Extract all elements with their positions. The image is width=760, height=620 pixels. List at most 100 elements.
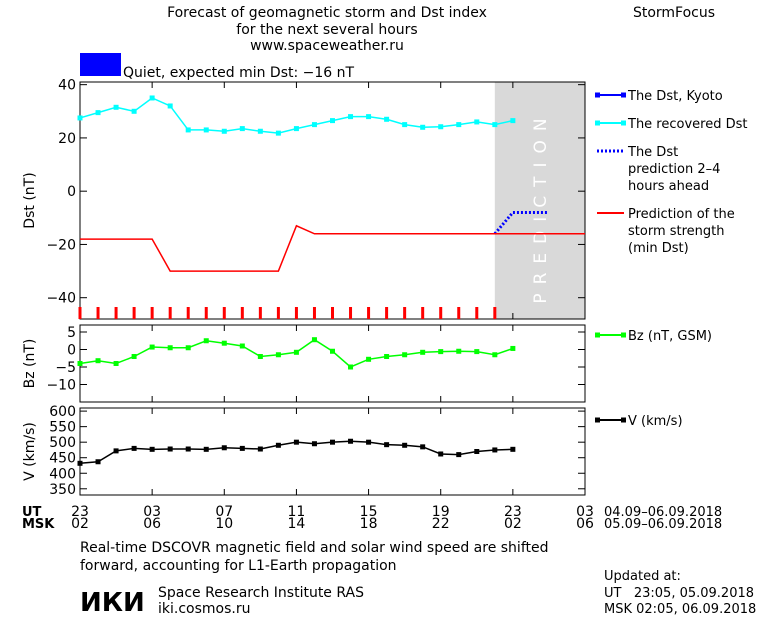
legend-entry: Bz (nT, GSM) bbox=[595, 329, 712, 344]
data-point bbox=[167, 103, 173, 109]
data-point bbox=[113, 361, 119, 366]
panel-2: 5 0−5 −10 Bz (nT) Bz (nT, GSM) bbox=[22, 324, 712, 403]
data-point bbox=[402, 122, 408, 128]
legend-label: V (km/s) bbox=[628, 414, 683, 429]
msk-range: 05.09–06.09.2018 bbox=[604, 517, 722, 532]
legend-marker bbox=[621, 417, 626, 423]
data-point bbox=[131, 445, 137, 451]
series-1 bbox=[77, 438, 516, 466]
panel-frame bbox=[79, 324, 586, 403]
data-point bbox=[113, 104, 119, 110]
msk-tick-label: 22 bbox=[432, 516, 450, 532]
title-line-1: Forecast of geomagnetic storm and Dst in… bbox=[167, 5, 487, 21]
msk-tick-label: 14 bbox=[288, 516, 306, 532]
updated-label: Updated at: bbox=[604, 569, 681, 584]
ut-label: UT bbox=[22, 505, 42, 520]
ut-tick-label: 15 bbox=[360, 504, 378, 520]
note-line-2: forward, accounting for L1-Earth propaga… bbox=[80, 558, 397, 574]
series-1 bbox=[77, 337, 516, 370]
data-point bbox=[203, 446, 209, 452]
data-point bbox=[420, 124, 426, 130]
y-tick-label: 20 bbox=[58, 131, 76, 147]
data-point bbox=[474, 449, 480, 454]
status-swatch bbox=[80, 53, 121, 76]
data-point bbox=[77, 115, 83, 121]
msk-tick-label: 02 bbox=[504, 516, 522, 532]
legend-marker bbox=[595, 120, 600, 126]
ut-range: 04.09–06.09.2018 bbox=[604, 505, 722, 520]
data-point bbox=[456, 452, 462, 458]
y-tick-label: 600 bbox=[49, 404, 76, 420]
legend-marker bbox=[621, 120, 626, 126]
legend-label: Prediction of the bbox=[628, 207, 735, 222]
note-line-1: Real-time DSCOVR magnetic field and sola… bbox=[80, 540, 549, 556]
series-line bbox=[80, 224, 585, 272]
legend-entry: The recovered Dst bbox=[595, 117, 747, 132]
data-point bbox=[275, 352, 281, 358]
y-tick-label: −40 bbox=[46, 291, 76, 307]
data-point bbox=[456, 348, 462, 354]
data-point bbox=[474, 119, 480, 125]
data-point bbox=[492, 122, 498, 128]
ut-tick-label: 03 bbox=[576, 504, 594, 520]
panel-1: PREDICTION 40 20 0 −20 −40 Dst (nT) The Dst, Ky… bbox=[22, 78, 747, 320]
data-point bbox=[239, 343, 245, 349]
data-point bbox=[77, 460, 83, 466]
data-point bbox=[366, 114, 372, 120]
series-2 bbox=[77, 95, 516, 136]
msk-tick-label: 06 bbox=[143, 516, 161, 532]
data-point bbox=[330, 439, 335, 445]
panel-frame bbox=[79, 407, 586, 496]
data-point bbox=[257, 128, 263, 134]
data-point bbox=[239, 445, 245, 451]
data-point bbox=[438, 451, 444, 457]
data-point bbox=[257, 354, 263, 359]
data-point bbox=[149, 95, 155, 101]
legend-label: The recovered Dst bbox=[627, 117, 747, 132]
data-point bbox=[366, 439, 372, 445]
data-point bbox=[95, 358, 101, 364]
y-tick-label: 5 bbox=[67, 325, 76, 341]
data-point bbox=[311, 337, 317, 343]
msk-tick-label: 18 bbox=[360, 516, 378, 532]
legend-marker bbox=[595, 417, 600, 423]
data-point bbox=[510, 345, 516, 351]
data-point bbox=[438, 349, 444, 355]
data-point bbox=[293, 126, 299, 132]
data-point bbox=[131, 108, 137, 114]
legend-entry: The Dst prediction 2–4 hours ahead bbox=[597, 145, 720, 194]
data-point bbox=[474, 349, 480, 355]
series-4 bbox=[80, 224, 585, 272]
data-point bbox=[167, 446, 173, 452]
data-point bbox=[113, 448, 119, 454]
data-point bbox=[456, 122, 462, 128]
legend-label: Bz (nT, GSM) bbox=[628, 329, 712, 344]
y-tick-label: −20 bbox=[46, 237, 76, 253]
y-tick-label: 450 bbox=[49, 451, 76, 467]
data-point bbox=[221, 340, 227, 346]
y-axis-label: Dst (nT) bbox=[22, 172, 38, 228]
data-point bbox=[149, 446, 155, 452]
y-tick-label: 400 bbox=[49, 466, 76, 482]
data-point bbox=[131, 354, 137, 359]
data-point bbox=[203, 127, 209, 133]
data-point bbox=[275, 130, 281, 136]
data-point bbox=[510, 118, 516, 124]
data-point bbox=[330, 348, 335, 354]
legend-label: The Dst, Kyoto bbox=[627, 89, 723, 104]
series-line bbox=[493, 210, 549, 235]
legend-marker bbox=[595, 92, 600, 98]
data-point bbox=[348, 438, 354, 444]
data-point bbox=[384, 116, 390, 122]
data-point bbox=[257, 446, 263, 452]
y-tick-label: −10 bbox=[46, 378, 76, 394]
data-point bbox=[311, 122, 317, 128]
ut-tick-label: 23 bbox=[504, 504, 522, 520]
y-tick-label: 500 bbox=[49, 435, 76, 451]
legend-entry: The Dst, Kyoto bbox=[595, 89, 723, 104]
y-axis-label: V (km/s) bbox=[22, 422, 38, 481]
prediction-label: PREDICTION bbox=[531, 109, 551, 303]
